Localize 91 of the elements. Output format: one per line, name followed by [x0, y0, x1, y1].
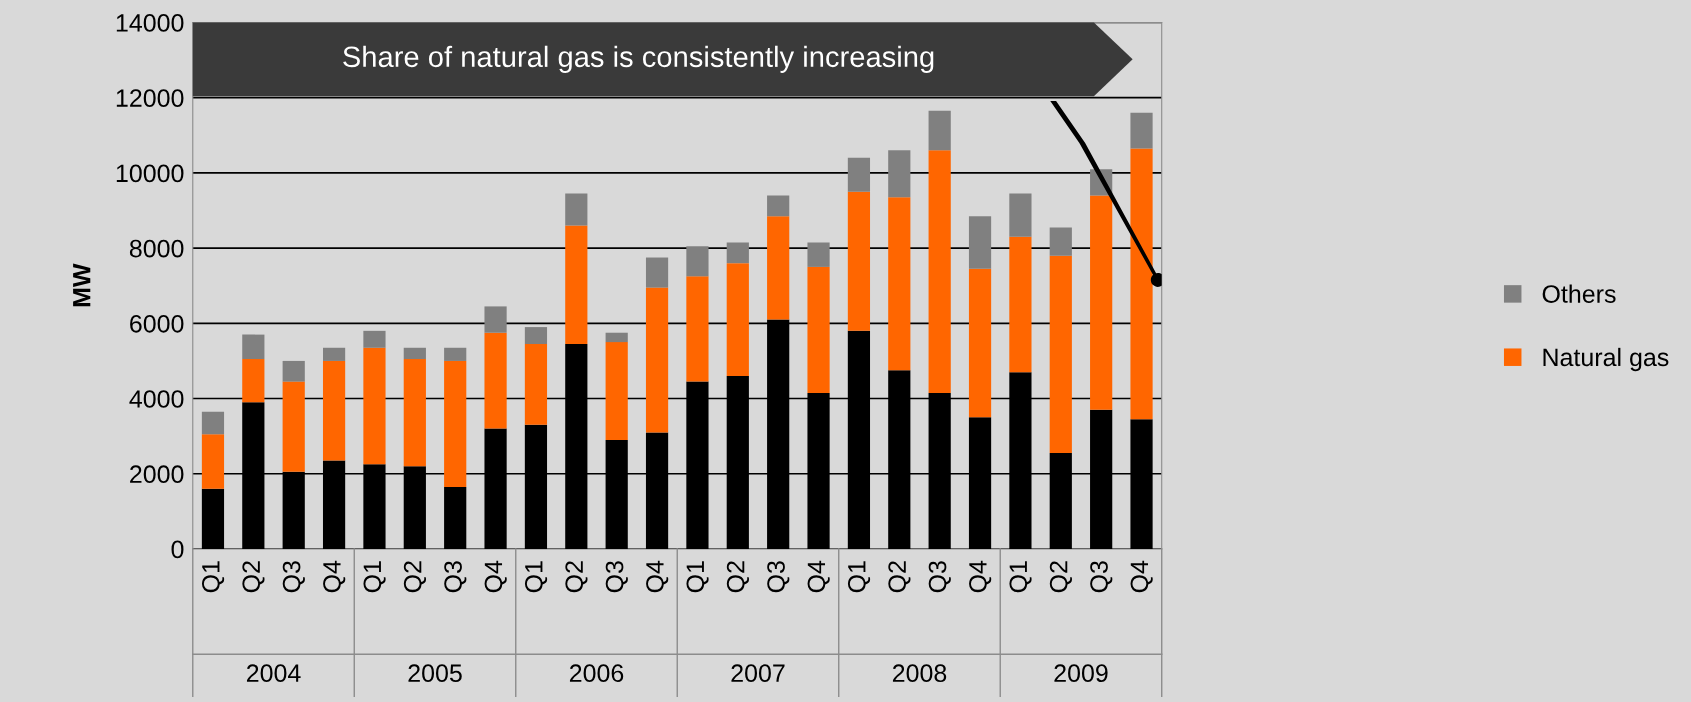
x-tick-label: Q4 — [646, 560, 669, 593]
bar — [605, 342, 628, 440]
text: 2009 — [1054, 664, 1108, 683]
bar — [444, 360, 467, 487]
bar — [888, 150, 911, 198]
bar — [363, 330, 386, 348]
y-tick-label: 12000 — [116, 89, 184, 107]
bar — [645, 287, 669, 433]
x-tick-label: Q2 — [1049, 561, 1072, 593]
bar — [565, 225, 588, 345]
bar — [201, 488, 225, 549]
text: 2004 — [246, 664, 301, 683]
text: 2006 — [569, 664, 624, 683]
y-tick-label: 8000 — [129, 239, 184, 258]
bar — [767, 216, 790, 320]
y-tick-label: 14000 — [116, 14, 184, 32]
x-tick-label: Q1 — [1009, 561, 1032, 593]
bar — [363, 347, 386, 465]
x-tick-label: Q1 — [201, 561, 225, 593]
bar — [686, 246, 709, 277]
bar — [403, 347, 426, 360]
x-tick-label: Q1 — [363, 561, 386, 593]
bar — [524, 327, 548, 345]
y-tick-label: 2000 — [130, 465, 184, 484]
bar — [847, 157, 871, 192]
y-tick-label: 6000 — [130, 314, 184, 333]
y-tick-label: 4000 — [129, 390, 184, 408]
bar — [282, 360, 305, 382]
x-tick-label: Q4 — [1130, 560, 1153, 593]
bar — [444, 347, 467, 361]
x-tick-label: Q3 — [928, 561, 951, 593]
bar — [928, 110, 951, 151]
bar — [968, 268, 992, 418]
bar — [888, 197, 911, 371]
bar — [484, 306, 507, 333]
bar — [726, 263, 749, 376]
bar — [1049, 227, 1072, 256]
bar — [322, 360, 346, 461]
bar — [1090, 195, 1113, 410]
text: 2005 — [408, 664, 462, 683]
bar — [1009, 236, 1032, 373]
x-tick-label: Q2 — [242, 561, 265, 593]
y-axis-title: MW — [73, 263, 91, 307]
legend-label: Natural gas — [1543, 347, 1669, 372]
bar — [1130, 112, 1153, 149]
bar — [282, 381, 305, 472]
bar — [645, 257, 669, 288]
x-tick-label: Q3 — [767, 561, 790, 593]
bar — [322, 347, 346, 361]
x-tick-label: Q2 — [565, 561, 588, 593]
bar — [726, 242, 749, 264]
x-tick-label: Q1 — [524, 561, 548, 593]
bar — [1049, 255, 1072, 454]
x-tick-label: Q3 — [444, 561, 467, 593]
annotation: Share of natural gas is consistently increasing — [343, 45, 934, 73]
bar — [484, 332, 507, 429]
x-tick-label: Q3 — [282, 561, 305, 593]
x-tick-label: Q3 — [1090, 561, 1113, 593]
bar — [201, 411, 225, 435]
x-tick-label: Q1 — [847, 561, 871, 593]
legend-label: Others — [1542, 284, 1616, 303]
text: 2007 — [731, 664, 785, 683]
y-tick-label: 0 — [171, 540, 184, 559]
bar — [242, 334, 265, 360]
bar — [1009, 193, 1032, 237]
text: 2008 — [892, 664, 947, 683]
x-tick-label: Q3 — [605, 561, 628, 593]
x-tick-label: Q2 — [888, 561, 911, 593]
bar — [444, 486, 467, 549]
bar — [524, 344, 548, 425]
bar — [968, 216, 992, 269]
x-tick-label: Q4 — [807, 560, 830, 593]
bar — [928, 150, 951, 393]
x-tick-label: Q4 — [323, 560, 346, 593]
bar — [242, 359, 265, 403]
x-tick-label: Q2 — [403, 561, 427, 593]
bar — [807, 242, 830, 267]
bar — [767, 195, 790, 217]
bar — [605, 332, 628, 343]
bar — [686, 276, 709, 382]
x-tick-label: Q1 — [686, 561, 709, 593]
bar — [847, 191, 871, 331]
bar — [807, 266, 830, 393]
x-tick-label: Q4 — [484, 560, 507, 593]
x-tick-label: Q2 — [726, 561, 749, 593]
bar — [1130, 148, 1153, 420]
bar — [403, 359, 426, 467]
x-tick-label: Q4 — [969, 560, 992, 593]
bar — [565, 193, 588, 226]
bar — [201, 434, 225, 489]
y-tick-label: 10000 — [116, 164, 184, 183]
